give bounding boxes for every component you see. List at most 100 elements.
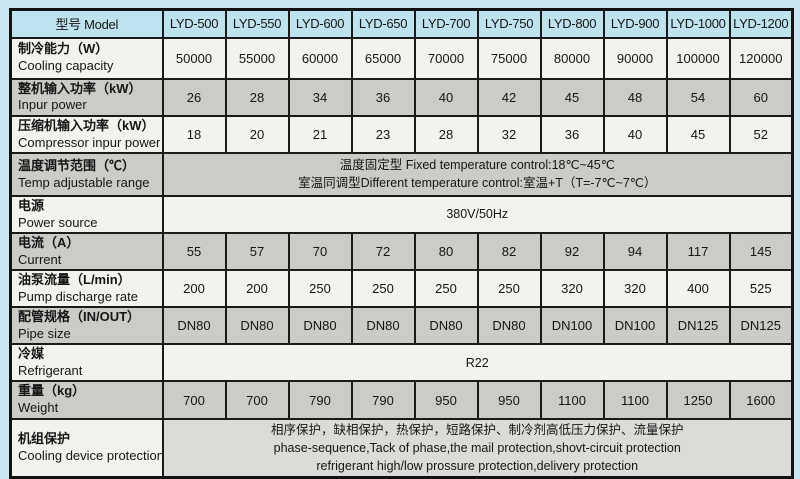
row-label-en: Current: [18, 251, 62, 267]
value-cell: DN80: [413, 306, 479, 346]
value-cell: 20: [224, 114, 290, 154]
value-cell: DN80: [476, 306, 542, 346]
value-cell: 700: [224, 380, 290, 420]
row-label: 温度调节范围（℃） Temp adjustable range: [9, 151, 164, 197]
value-cell: DN80: [161, 306, 227, 346]
row-power-source: 电源 Power source 380V/50Hz: [9, 194, 794, 234]
value-cell: 80: [413, 231, 479, 272]
value-cell: 34: [287, 77, 353, 117]
value-cell: 36: [350, 77, 416, 117]
row-label-zh: 制冷能力（W）: [18, 41, 109, 57]
model-column-header: LYD-750: [476, 8, 542, 39]
value-cell: 250: [413, 269, 479, 309]
value-cell: 950: [413, 380, 479, 420]
value-cell: 320: [539, 269, 605, 309]
model-column-header: LYD-700: [413, 8, 479, 39]
merged-cell-power-source: 380V/50Hz: [161, 194, 794, 234]
row-cooling-capacity: 制冷能力（W） Cooling capacity 50000 55000 600…: [9, 36, 794, 80]
row-cooling-device-protection: 机组保护 Cooling device protection 相序保护，缺相保护…: [9, 417, 794, 479]
value-cell: 28: [413, 114, 479, 154]
row-label: 整机输入功率（kW） Inpur power: [9, 77, 164, 117]
value-cell: 250: [287, 269, 353, 309]
row-label-en: Weight: [18, 400, 59, 416]
row-refrigerant: 冷媒 Refrigerant R22: [9, 343, 794, 383]
value-cell: 145: [728, 231, 794, 272]
row-label: 冷媒 Refrigerant: [9, 343, 164, 383]
row-label-en: Pipe size: [18, 326, 71, 342]
model-column-header: LYD-650: [350, 8, 416, 39]
row-current: 电流（A） Current 55 57 70 72 80 82 92 94 11…: [9, 231, 794, 272]
row-label-zh: 油泵流量（L/min）: [18, 272, 131, 288]
value-cell: DN80: [350, 306, 416, 346]
value-cell: 1600: [728, 380, 794, 420]
row-temp-adjustable-range: 温度调节范围（℃） Temp adjustable range 温度固定型 Fi…: [9, 151, 794, 197]
row-label-en: Refrigerant: [18, 363, 83, 379]
row-label-zh: 配管规格（IN/OUT）: [18, 309, 141, 325]
value-cell: 117: [665, 231, 731, 272]
protection-line3: refrigerant high/low prossure protection…: [316, 458, 639, 473]
value-cell: 40: [413, 77, 479, 117]
model-column-header: LYD-600: [287, 8, 353, 39]
value-cell: 45: [539, 77, 605, 117]
header-row: 型号 Model LYD-500 LYD-550 LYD-600 LYD-650…: [9, 8, 794, 39]
row-label: 电流（A） Current: [9, 231, 164, 272]
value-cell: 950: [476, 380, 542, 420]
model-header-cell: 型号 Model: [9, 8, 164, 39]
value-cell: 100000: [665, 36, 731, 80]
value-cell: 90000: [602, 36, 668, 80]
value-cell: 55000: [224, 36, 290, 80]
value-cell: 82: [476, 231, 542, 272]
row-label-zh: 整机输入功率（kW）: [18, 80, 142, 96]
value-cell: 60000: [287, 36, 353, 80]
row-compressor-input-power: 压缩机输入功率（kW） Compressor inpur power 18 20…: [9, 114, 794, 154]
row-label-en: Compressor inpur power: [18, 134, 161, 150]
value-cell: 23: [350, 114, 416, 154]
value-cell: 28: [224, 77, 290, 117]
row-label-zh: 温度调节范围（℃）: [18, 157, 136, 173]
temp-range-line1: 温度固定型 Fixed temperature control:18℃~45℃: [339, 158, 615, 173]
model-column-header: LYD-800: [539, 8, 605, 39]
row-label: 重量（kg） Weight: [9, 380, 164, 420]
value-cell: 250: [476, 269, 542, 309]
row-label: 制冷能力（W） Cooling capacity: [9, 36, 164, 80]
row-label-en: Inpur power: [18, 97, 87, 113]
row-pipe-size: 配管规格（IN/OUT） Pipe size DN80 DN80 DN80 DN…: [9, 306, 794, 346]
model-column-header: LYD-500: [161, 8, 227, 39]
value-cell: 60: [728, 77, 794, 117]
row-label-en: Pump discharge rate: [18, 288, 138, 304]
row-input-power: 整机输入功率（kW） Inpur power 26 28 34 36 40 42…: [9, 77, 794, 117]
row-label-zh: 冷媒: [18, 346, 45, 362]
merged-cell-protection: 相序保护，缺相保护，热保护，短路保护、制冷剂高低压力保护、流量保护 phase-…: [161, 417, 794, 479]
value-cell: 52: [728, 114, 794, 154]
value-cell: DN80: [224, 306, 290, 346]
value-cell: 94: [602, 231, 668, 272]
model-column-header: LYD-900: [602, 8, 668, 39]
value-cell: 1100: [602, 380, 668, 420]
value-cell: 48: [602, 77, 668, 117]
value-cell: 700: [161, 380, 227, 420]
value-cell: 50000: [161, 36, 227, 80]
value-cell: 200: [161, 269, 227, 309]
value-cell: 200: [224, 269, 290, 309]
value-cell: 70000: [413, 36, 479, 80]
row-label-en: Cooling device protection: [18, 448, 163, 464]
row-label-en: Temp adjustable range: [18, 174, 150, 190]
value-cell: 40: [602, 114, 668, 154]
spec-table: 型号 Model LYD-500 LYD-550 LYD-600 LYD-650…: [9, 8, 794, 479]
model-column-header: LYD-1000: [665, 8, 731, 39]
value-cell: 80000: [539, 36, 605, 80]
row-label-zh: 重量（kg）: [18, 383, 86, 399]
row-label: 压缩机输入功率（kW） Compressor inpur power: [9, 114, 164, 154]
row-label-zh: 机组保护: [18, 431, 71, 447]
value-cell: 92: [539, 231, 605, 272]
value-cell: 21: [287, 114, 353, 154]
value-cell: 1250: [665, 380, 731, 420]
value-cell: 70: [287, 231, 353, 272]
row-label: 机组保护 Cooling device protection: [9, 417, 164, 479]
row-label-zh: 电源: [18, 197, 45, 213]
value-cell: DN125: [665, 306, 731, 346]
row-label-zh: 电流（A）: [18, 234, 80, 250]
value-cell: 75000: [476, 36, 542, 80]
row-label-en: Cooling capacity: [18, 58, 114, 74]
row-weight: 重量（kg） Weight 700 700 790 790 950 950 11…: [9, 380, 794, 420]
